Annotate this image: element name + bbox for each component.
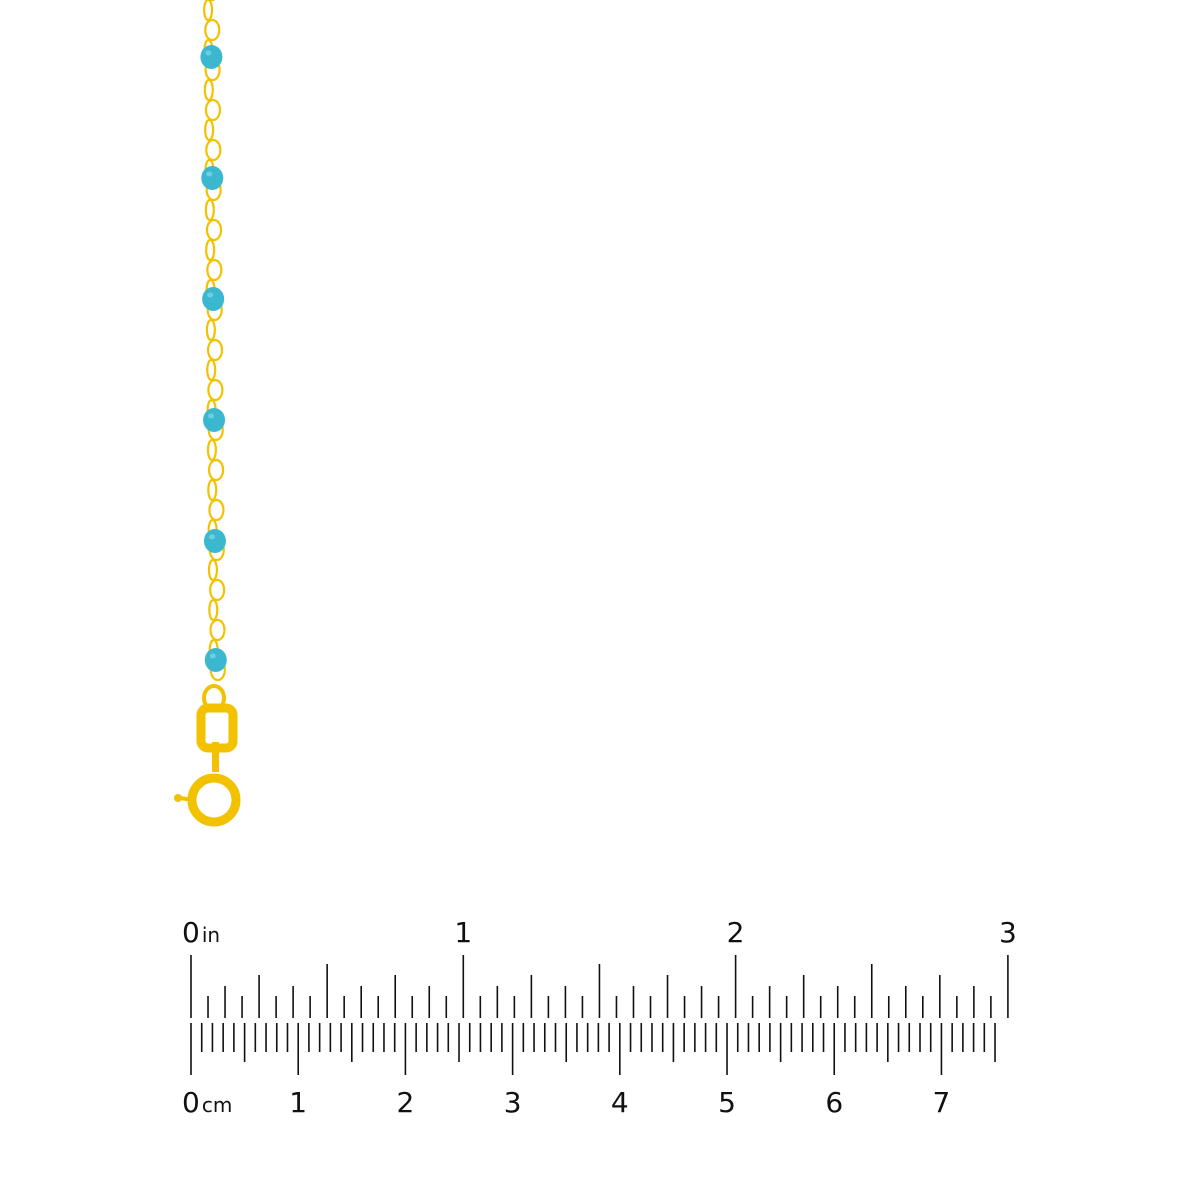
chain-link: [204, 18, 221, 42]
inch-label: 0 in: [182, 916, 220, 949]
turquoise-bead: [200, 45, 223, 69]
turquoise-bead: [202, 287, 225, 311]
chain-link: [209, 618, 226, 642]
bead-highlight: [205, 50, 212, 56]
chain-link: [207, 558, 219, 582]
inch-labels: 0 in 1 2 3: [182, 916, 1017, 949]
chain-link: [206, 258, 223, 282]
cm-unit: cm: [202, 1093, 232, 1117]
inch-label: 3: [999, 916, 1017, 949]
clasp-lever: [179, 796, 194, 802]
inch-ticks: [190, 955, 1009, 1018]
chain-link: [206, 358, 217, 382]
cm-label: 7: [933, 1086, 951, 1119]
chain-link: [203, 78, 214, 102]
bead-highlight: [209, 653, 216, 659]
cm-label: 3: [504, 1086, 522, 1119]
chain-link: [204, 98, 222, 122]
cm-label: 5: [718, 1086, 736, 1119]
chain-link: [207, 478, 218, 502]
bead-highlight: [206, 171, 213, 177]
chain-link: [202, 0, 214, 22]
chain-link: [208, 498, 225, 522]
cm-label: 1: [289, 1086, 307, 1119]
ruler: 0 in 1 2 3 0 cm 1 2 3 4 5 6 7: [182, 916, 1017, 1119]
chain-link: [205, 138, 222, 162]
spring-ring-clasp: [174, 684, 241, 827]
cm-labels: 0 cm 1 2 3 4 5 6 7: [182, 1086, 950, 1119]
turquoise-bead: [203, 408, 226, 432]
chain-link: [204, 118, 215, 142]
chain-link: [207, 458, 225, 482]
inch-unit: in: [202, 923, 220, 947]
chain-link: [206, 338, 224, 362]
chain-link: [207, 378, 224, 402]
inch-label: 1: [454, 916, 472, 949]
chain-link: [205, 318, 216, 342]
chain-link: [208, 598, 219, 622]
clasp-stem: [212, 742, 219, 772]
turquoise-bead: [204, 648, 227, 672]
bead-highlight: [207, 292, 214, 298]
chain-link: [206, 438, 218, 462]
turquoise-bead: [203, 529, 226, 553]
clasp-lever-knob: [174, 794, 182, 802]
bead-highlight: [208, 534, 215, 540]
cm-label: 6: [825, 1086, 843, 1119]
cm-ticks: [190, 1023, 996, 1075]
chain-link: [209, 578, 226, 602]
spring-ring: [187, 773, 241, 827]
bead-highlight: [208, 413, 215, 419]
cm-label: 4: [611, 1086, 629, 1119]
chain-link: [205, 238, 216, 262]
turquoise-bead: [201, 166, 224, 190]
chain-bracelet: [200, 0, 227, 682]
chain-link: [204, 198, 215, 222]
chain-link: [205, 218, 223, 242]
inch-label: 2: [727, 916, 745, 949]
cm-label: 2: [396, 1086, 414, 1119]
cm-label: 0 cm: [182, 1086, 232, 1119]
